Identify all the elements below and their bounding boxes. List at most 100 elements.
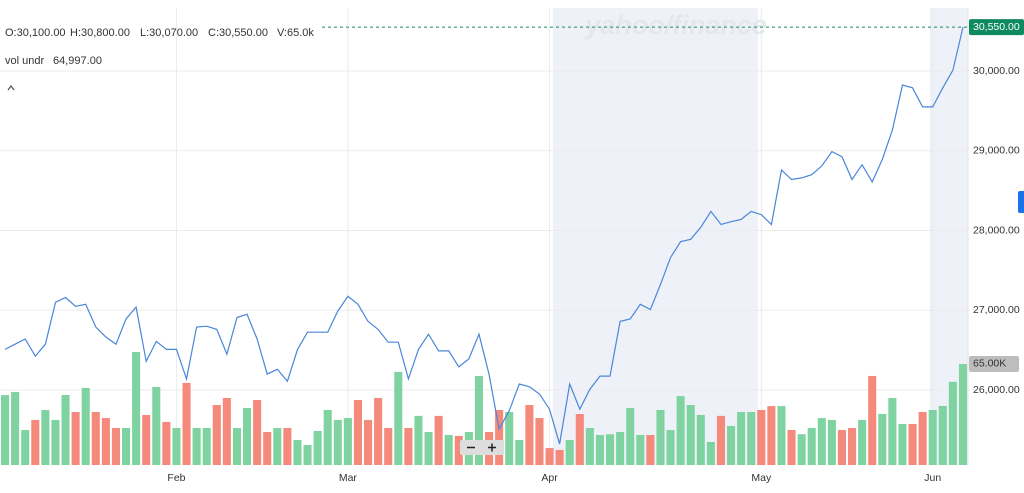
volume-bar	[374, 398, 383, 465]
volume-bar	[323, 409, 332, 465]
volume-bar	[172, 428, 181, 465]
volume-bar	[706, 441, 715, 465]
volume-bar	[243, 407, 252, 465]
zoom-bg	[460, 440, 504, 455]
volume-bar	[394, 371, 403, 465]
volume-bar	[21, 430, 30, 465]
volume-bar	[626, 407, 635, 465]
volume-bar	[878, 414, 887, 465]
volume-bar	[384, 428, 393, 465]
ohlc-value: H:30,800.00	[70, 27, 130, 39]
volume-bar	[31, 419, 40, 465]
y-tick-label: 30,000.00	[973, 65, 1020, 77]
x-tick-label: Mar	[339, 472, 358, 484]
volume-bar	[71, 411, 80, 465]
indicator-value: 64,997.00	[53, 55, 102, 67]
volume-bar	[555, 449, 564, 465]
x-tick-label: Jun	[924, 472, 941, 484]
volume-tick-label: 65.00K	[973, 358, 1006, 370]
volume-bar	[898, 423, 907, 465]
volume-bar	[212, 404, 221, 465]
volume-bar	[424, 432, 433, 465]
volume-bar	[767, 406, 776, 465]
volume-bar	[122, 428, 131, 465]
volume-bar	[938, 405, 947, 465]
volume-bar	[585, 428, 594, 465]
volume-bar	[716, 415, 725, 465]
volume-bar	[51, 419, 60, 465]
y-tick-label: 26,000.00	[973, 384, 1020, 396]
volume-bar	[182, 382, 191, 465]
volume-bar	[676, 396, 685, 465]
volume-bar	[152, 386, 161, 465]
volume-bar	[263, 432, 272, 465]
volume-bar	[636, 434, 645, 465]
volume-bar	[727, 425, 736, 465]
volume-bar	[908, 423, 917, 465]
volume-bar	[283, 428, 292, 465]
volume-bar	[807, 428, 816, 465]
volume-bar	[535, 418, 544, 465]
ohlc-value: O:30,100.00	[5, 27, 66, 39]
side-button[interactable]	[1018, 191, 1024, 213]
volume-bar	[222, 398, 231, 465]
volume-bar	[948, 381, 957, 465]
volume-bar	[616, 432, 625, 465]
volume-bar	[353, 400, 362, 465]
volume-bar	[666, 430, 675, 465]
volume-bar	[414, 415, 423, 465]
volume-bar	[858, 419, 867, 465]
volume-bar	[11, 391, 20, 465]
volume-bar	[777, 406, 786, 465]
volume-bar	[142, 414, 151, 465]
volume-bar	[837, 430, 846, 465]
volume-bar	[827, 419, 836, 465]
volume-bar	[868, 375, 877, 465]
volume-bar	[434, 415, 443, 465]
watermark: yahoo/finance	[583, 10, 767, 40]
ohlc-value: C:30,550.00	[208, 27, 268, 39]
volume-bar	[595, 434, 604, 465]
price-line	[4, 26, 964, 445]
volume-bar	[111, 428, 120, 465]
volume-bar	[958, 363, 967, 465]
volume-bar	[343, 418, 352, 465]
volume-bar	[454, 435, 463, 465]
volume-bar	[444, 434, 453, 465]
volume-bar	[797, 434, 806, 465]
volume-bar	[686, 404, 695, 465]
volume-bar	[817, 418, 826, 465]
current-price-label: 30,550.00	[973, 21, 1020, 33]
y-tick-label: 28,000.00	[973, 224, 1020, 236]
ohlc-value: V:65.0k	[277, 27, 314, 39]
volume-bar	[515, 439, 524, 465]
volume-bar	[787, 430, 796, 465]
zoom-controls	[460, 440, 504, 455]
volume-bar	[41, 409, 50, 465]
x-tick-label: Feb	[167, 472, 185, 484]
volume-bar	[656, 409, 665, 465]
y-tick-label: 27,000.00	[973, 304, 1020, 316]
volume-bar	[101, 418, 110, 465]
volume-bar	[495, 409, 504, 465]
volume-bar	[364, 419, 373, 465]
volume-bar	[253, 400, 262, 465]
volume-bar	[737, 411, 746, 465]
volume-bar	[474, 375, 483, 465]
volume-bar	[273, 428, 282, 465]
volume-tick-box	[969, 355, 1019, 372]
collapse-icon[interactable]	[7, 85, 15, 91]
volume-bar	[565, 439, 574, 465]
ohlc-value: L:30,070.00	[140, 27, 198, 39]
volume-bar	[232, 428, 241, 465]
volume-bar	[162, 421, 171, 465]
indicator-label: vol undr	[5, 55, 44, 67]
volume-bar	[61, 395, 70, 465]
volume-bar	[575, 414, 584, 465]
current-price-box	[969, 19, 1024, 36]
volume-bar	[545, 448, 554, 465]
volume-bar	[132, 351, 141, 465]
volume-bar	[646, 434, 655, 465]
volume-bar	[1, 395, 10, 465]
